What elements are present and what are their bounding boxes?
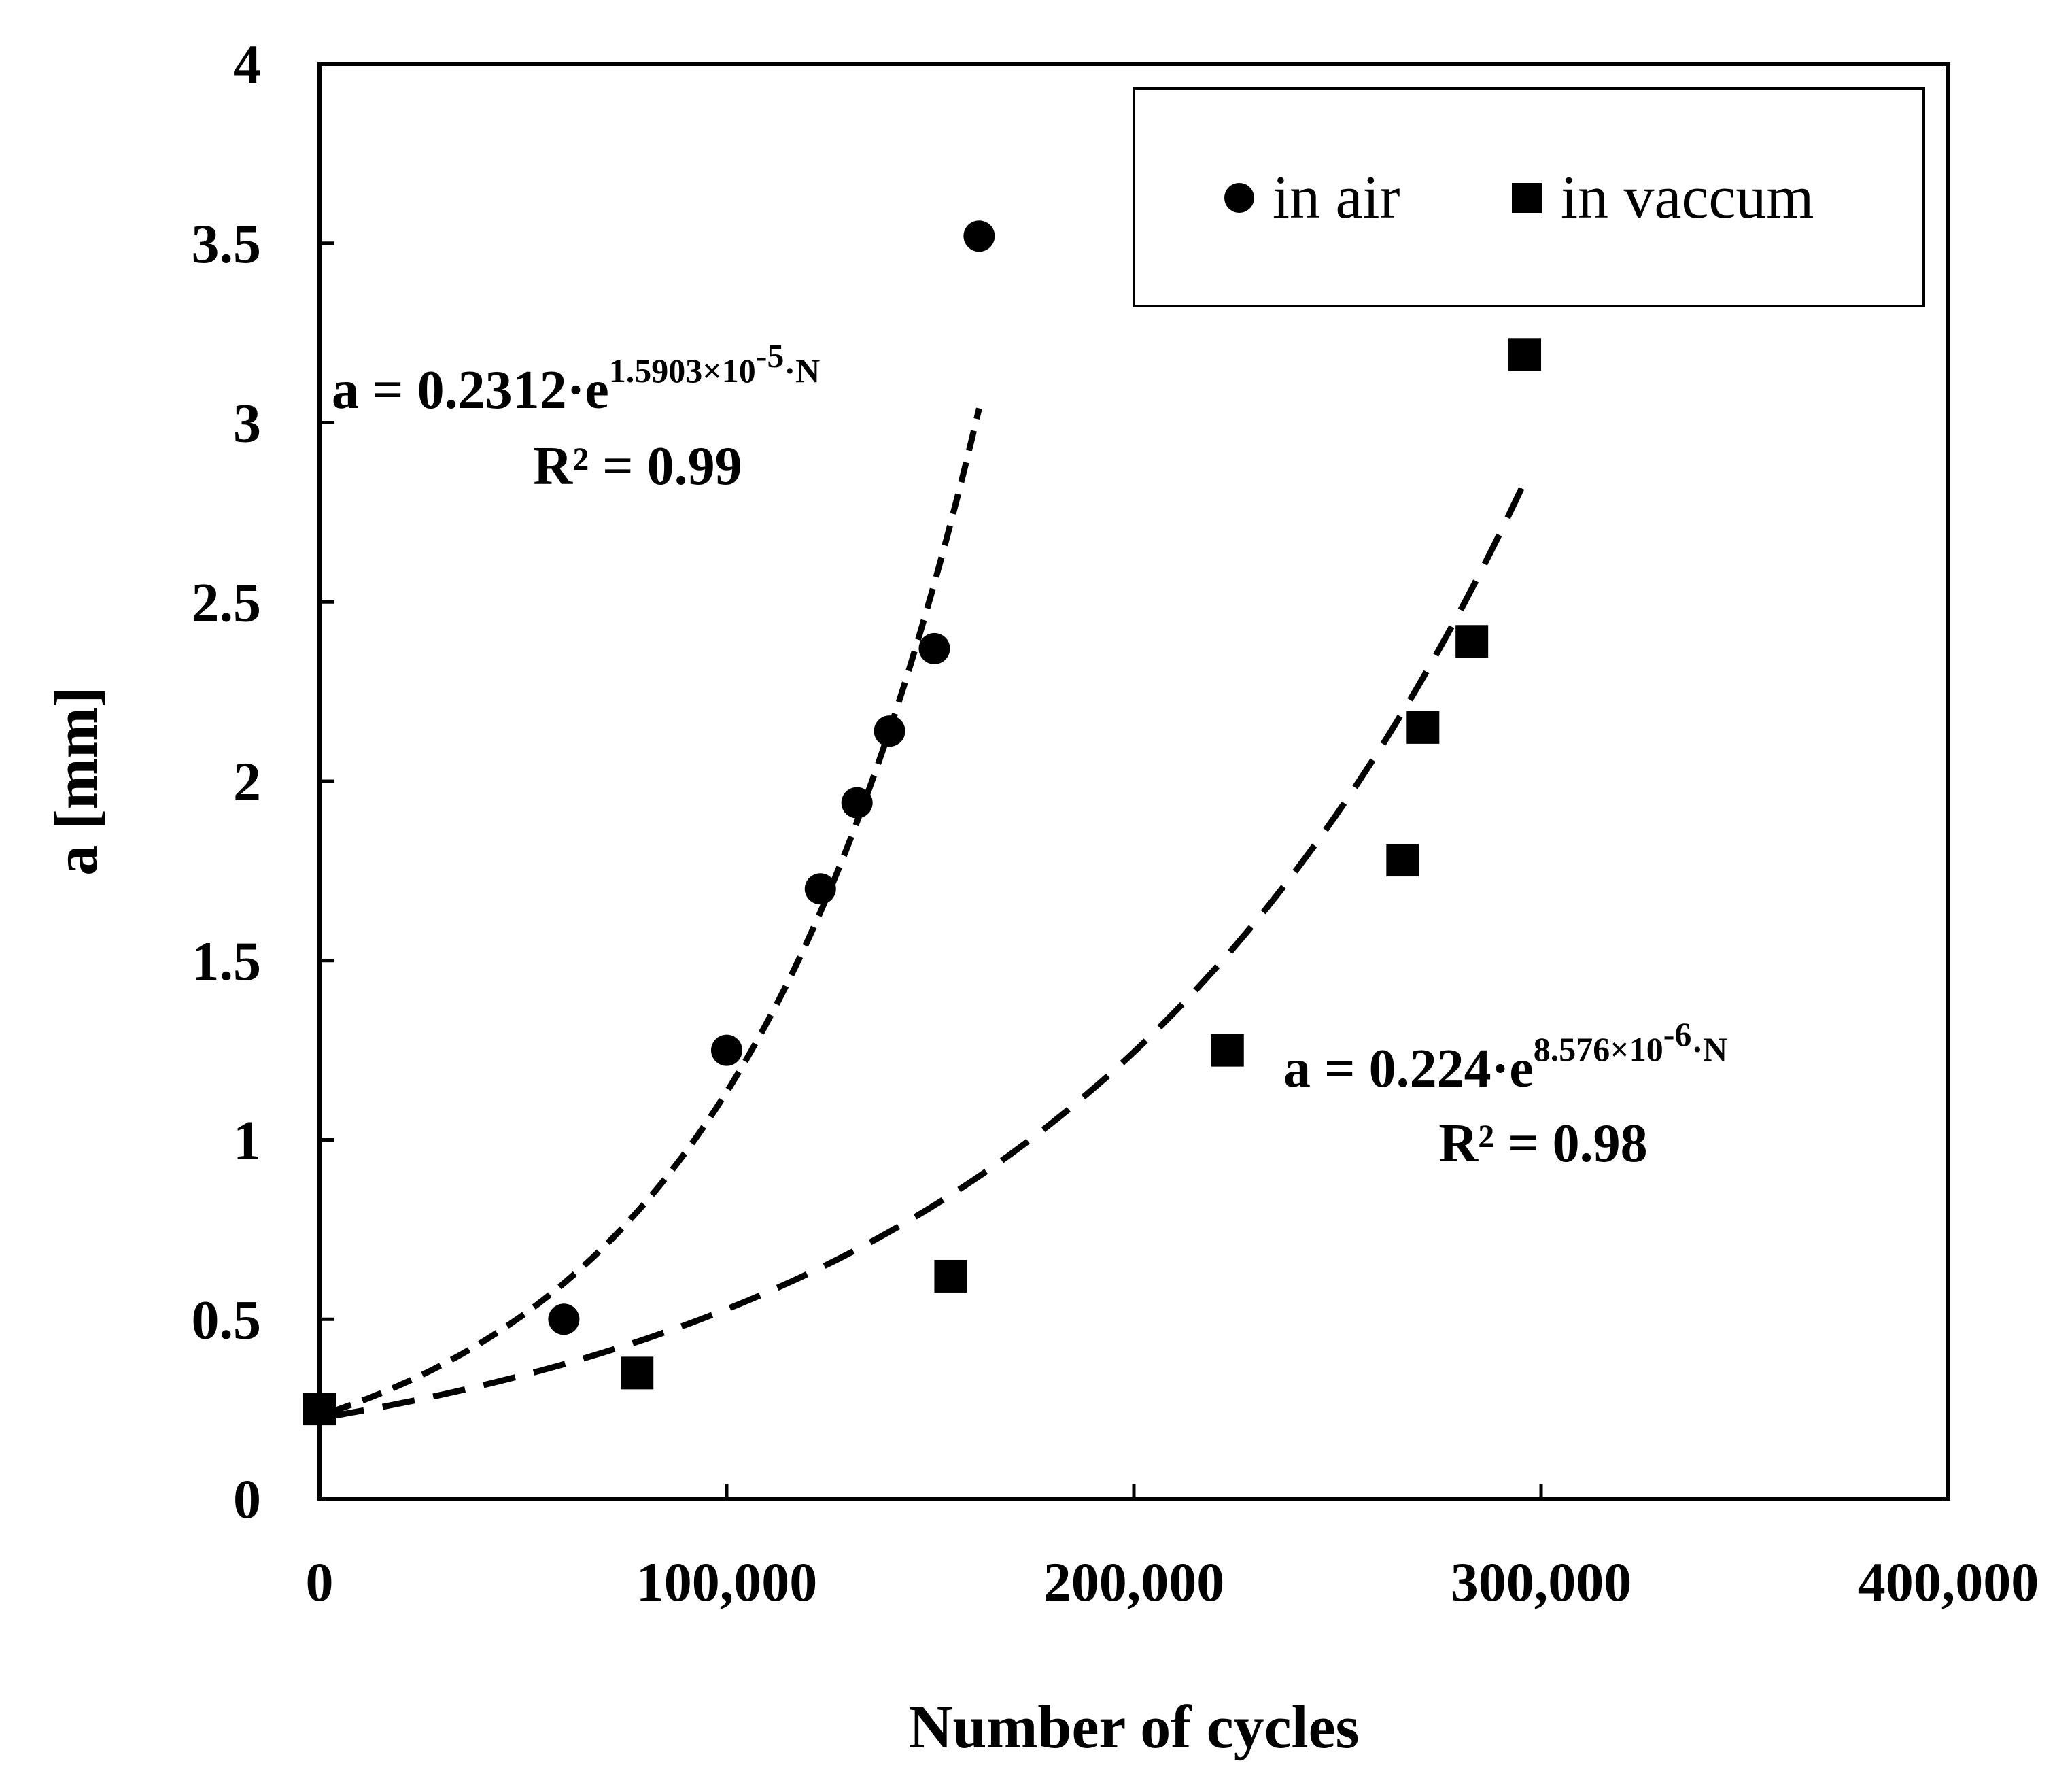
x-tick-label: 0 bbox=[306, 1551, 334, 1613]
y-axis: 0 0.5 1 1.5 2 2.5 3 3.5 4 bbox=[192, 33, 334, 1530]
y-tick-label: 4 bbox=[233, 33, 261, 95]
x-axis-title: Number of cycles bbox=[908, 1694, 1359, 1761]
data-point-in-air bbox=[804, 873, 836, 905]
data-markers bbox=[303, 220, 1542, 1426]
data-point-in-vaccum bbox=[1406, 711, 1440, 744]
x-tick-label: 200,000 bbox=[1043, 1551, 1225, 1613]
data-point-in-air bbox=[548, 1303, 580, 1335]
data-point-in-vaccum bbox=[934, 1259, 967, 1293]
legend: in air in vaccum bbox=[1133, 87, 1925, 307]
equation-in-vaccum-text: a = 0.224·e8.576×10-6·N bbox=[1283, 1015, 1727, 1099]
data-point-in-air bbox=[874, 715, 905, 747]
equation-in-air: a = 0.2312·e1.5903×10-5·N R² = 0.99 bbox=[332, 337, 820, 496]
fit-curve-in-vaccum bbox=[331, 480, 1528, 1420]
fit-lines bbox=[330, 407, 1528, 1420]
r2-in-vaccum: R² = 0.98 bbox=[1438, 1114, 1647, 1174]
legend-circle-marker bbox=[1224, 183, 1254, 213]
legend-label-in-air: in air bbox=[1273, 164, 1400, 231]
r2-in-air: R² = 0.99 bbox=[533, 437, 742, 496]
legend-label-in-vaccum: in vaccum bbox=[1561, 164, 1814, 231]
data-point-in-air bbox=[963, 220, 995, 252]
y-tick-label: 1.5 bbox=[192, 930, 262, 992]
y-tick-label: 0 bbox=[233, 1468, 261, 1530]
y-tick-label: 0.5 bbox=[192, 1288, 262, 1350]
equation-in-vaccum: a = 0.224·e8.576×10-6·N R² = 0.98 bbox=[1283, 1015, 1727, 1174]
y-tick-label: 3 bbox=[233, 392, 261, 454]
x-tick-label: 100,000 bbox=[636, 1551, 818, 1613]
data-point-in-vaccum bbox=[621, 1356, 654, 1390]
x-tick-label: 400,000 bbox=[1858, 1551, 2039, 1613]
x-tick-label: 300,000 bbox=[1451, 1551, 1632, 1613]
legend-square-marker bbox=[1512, 183, 1542, 213]
fit-curve-in-air bbox=[330, 407, 982, 1415]
data-point-in-vaccum bbox=[1386, 844, 1419, 877]
y-axis-title: a [mm] bbox=[43, 687, 110, 875]
data-point-in-air bbox=[918, 632, 950, 664]
data-point-in-air bbox=[711, 1034, 742, 1066]
y-tick-label: 2 bbox=[233, 751, 261, 813]
data-point-in-vaccum bbox=[1211, 1034, 1244, 1067]
y-tick-label: 2.5 bbox=[192, 571, 262, 633]
y-tick-label: 1 bbox=[233, 1110, 261, 1172]
data-point-in-vaccum bbox=[1508, 338, 1542, 371]
y-tick-label: 3.5 bbox=[192, 213, 262, 275]
data-point-in-air bbox=[841, 787, 873, 819]
x-axis: 0 100,000 200,000 300,000 400,000 bbox=[306, 1484, 2039, 1613]
equation-in-air-text: a = 0.2312·e1.5903×10-5·N bbox=[332, 337, 820, 420]
data-point-in-vaccum bbox=[1455, 625, 1489, 658]
